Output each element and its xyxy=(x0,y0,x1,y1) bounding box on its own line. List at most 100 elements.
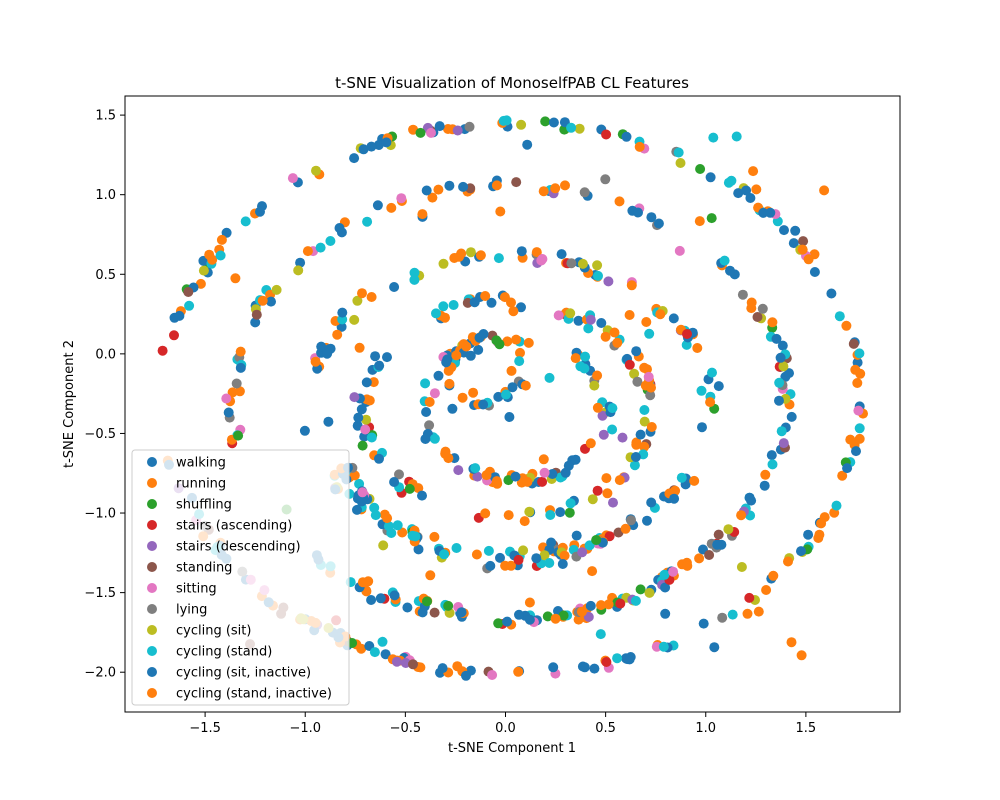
scatter-point xyxy=(696,385,707,396)
scatter-point xyxy=(719,255,730,266)
scatter-point xyxy=(633,207,643,218)
scatter-point xyxy=(854,348,865,359)
scatter-point xyxy=(426,127,436,138)
scatter-point xyxy=(573,614,584,625)
scatter-point xyxy=(635,584,646,595)
scatter-point xyxy=(375,593,386,604)
scatter-point xyxy=(796,650,807,661)
legend-marker xyxy=(147,583,157,593)
scatter-point xyxy=(768,570,779,581)
scatter-point xyxy=(854,433,865,444)
scatter-point xyxy=(472,471,483,482)
scatter-point xyxy=(601,657,612,667)
scatter-point xyxy=(349,153,360,164)
legend-marker xyxy=(147,562,157,572)
scatter-point xyxy=(394,469,404,480)
scatter-point xyxy=(774,395,784,406)
scatter-point xyxy=(604,531,615,542)
scatter-point xyxy=(474,332,485,343)
scatter-point xyxy=(639,362,650,373)
scatter-point xyxy=(560,467,571,478)
scatter-point xyxy=(579,363,590,374)
scatter-point xyxy=(826,288,837,299)
scatter-point xyxy=(689,475,700,486)
scatter-point xyxy=(591,535,602,545)
legend-marker xyxy=(147,520,157,530)
scatter-point xyxy=(520,380,531,391)
scatter-point xyxy=(421,185,432,196)
scatter-point xyxy=(354,342,365,353)
scatter-point xyxy=(299,425,310,436)
scatter-point xyxy=(453,465,464,476)
scatter-point xyxy=(705,172,716,183)
scatter-point xyxy=(184,300,195,311)
scatter-point xyxy=(510,471,521,482)
scatter-point xyxy=(631,439,642,450)
scatter-point xyxy=(646,497,657,508)
scatter-point xyxy=(437,663,448,674)
scatter-point xyxy=(643,371,654,382)
scatter-point xyxy=(609,327,620,338)
scatter-point xyxy=(503,510,514,521)
scatter-point xyxy=(579,187,590,198)
scatter-point xyxy=(697,422,707,433)
legend-marker xyxy=(147,604,157,614)
scatter-point xyxy=(443,453,454,464)
scatter-point xyxy=(630,595,641,606)
legend: walking running shuffling stairs (ascending… xyxy=(131,449,350,706)
scatter-point xyxy=(583,611,594,622)
scatter-point xyxy=(506,365,517,376)
scatter-point xyxy=(538,454,549,465)
scatter-point xyxy=(157,345,168,356)
scatter-point xyxy=(831,500,842,511)
scatter-point xyxy=(447,403,458,414)
y-tick-label: 0.0 xyxy=(95,347,116,362)
scatter-point xyxy=(204,249,215,260)
scatter-point xyxy=(600,331,611,342)
scatter-point xyxy=(557,559,568,569)
scatter-point xyxy=(507,382,518,393)
scatter-point xyxy=(523,337,534,348)
scatter-point xyxy=(295,257,306,268)
scatter-point xyxy=(531,247,542,258)
scatter-point xyxy=(733,188,744,199)
legend-marker xyxy=(147,646,157,656)
scatter-point xyxy=(369,647,380,658)
scatter-point xyxy=(668,313,679,324)
scatter-point xyxy=(674,245,685,256)
scatter-point xyxy=(493,618,504,629)
scatter-point xyxy=(626,280,637,291)
scatter-point xyxy=(752,312,763,322)
scatter-point xyxy=(736,562,747,572)
scatter-point xyxy=(415,127,426,138)
scatter-point xyxy=(360,424,371,435)
scatter-point xyxy=(577,661,588,672)
scatter-point xyxy=(417,209,428,220)
scatter-point xyxy=(612,337,623,348)
scatter-point xyxy=(421,407,432,417)
scatter-point xyxy=(540,116,551,127)
scatter-point xyxy=(257,295,268,306)
scatter-point xyxy=(361,377,372,388)
scatter-point xyxy=(834,311,845,322)
scatter-point xyxy=(539,467,550,478)
scatter-point xyxy=(723,524,734,535)
scatter-point xyxy=(841,320,852,331)
scatter-point xyxy=(480,508,491,519)
scatter-point xyxy=(356,404,367,415)
scatter-point xyxy=(626,515,636,526)
scatter-point xyxy=(381,137,392,148)
scatter-point xyxy=(357,440,368,451)
scatter-point xyxy=(675,158,686,168)
scatter-point xyxy=(364,395,375,406)
scatter-point xyxy=(537,476,548,487)
scatter-point xyxy=(614,196,625,207)
scatter-point xyxy=(311,165,321,176)
scatter-point xyxy=(378,540,389,551)
y-tick-label: 0.5 xyxy=(95,268,116,283)
scatter-point xyxy=(427,192,438,203)
scatter-point xyxy=(850,364,861,375)
scatter-point xyxy=(558,610,569,621)
scatter-point xyxy=(630,452,641,462)
scatter-point xyxy=(547,469,558,479)
